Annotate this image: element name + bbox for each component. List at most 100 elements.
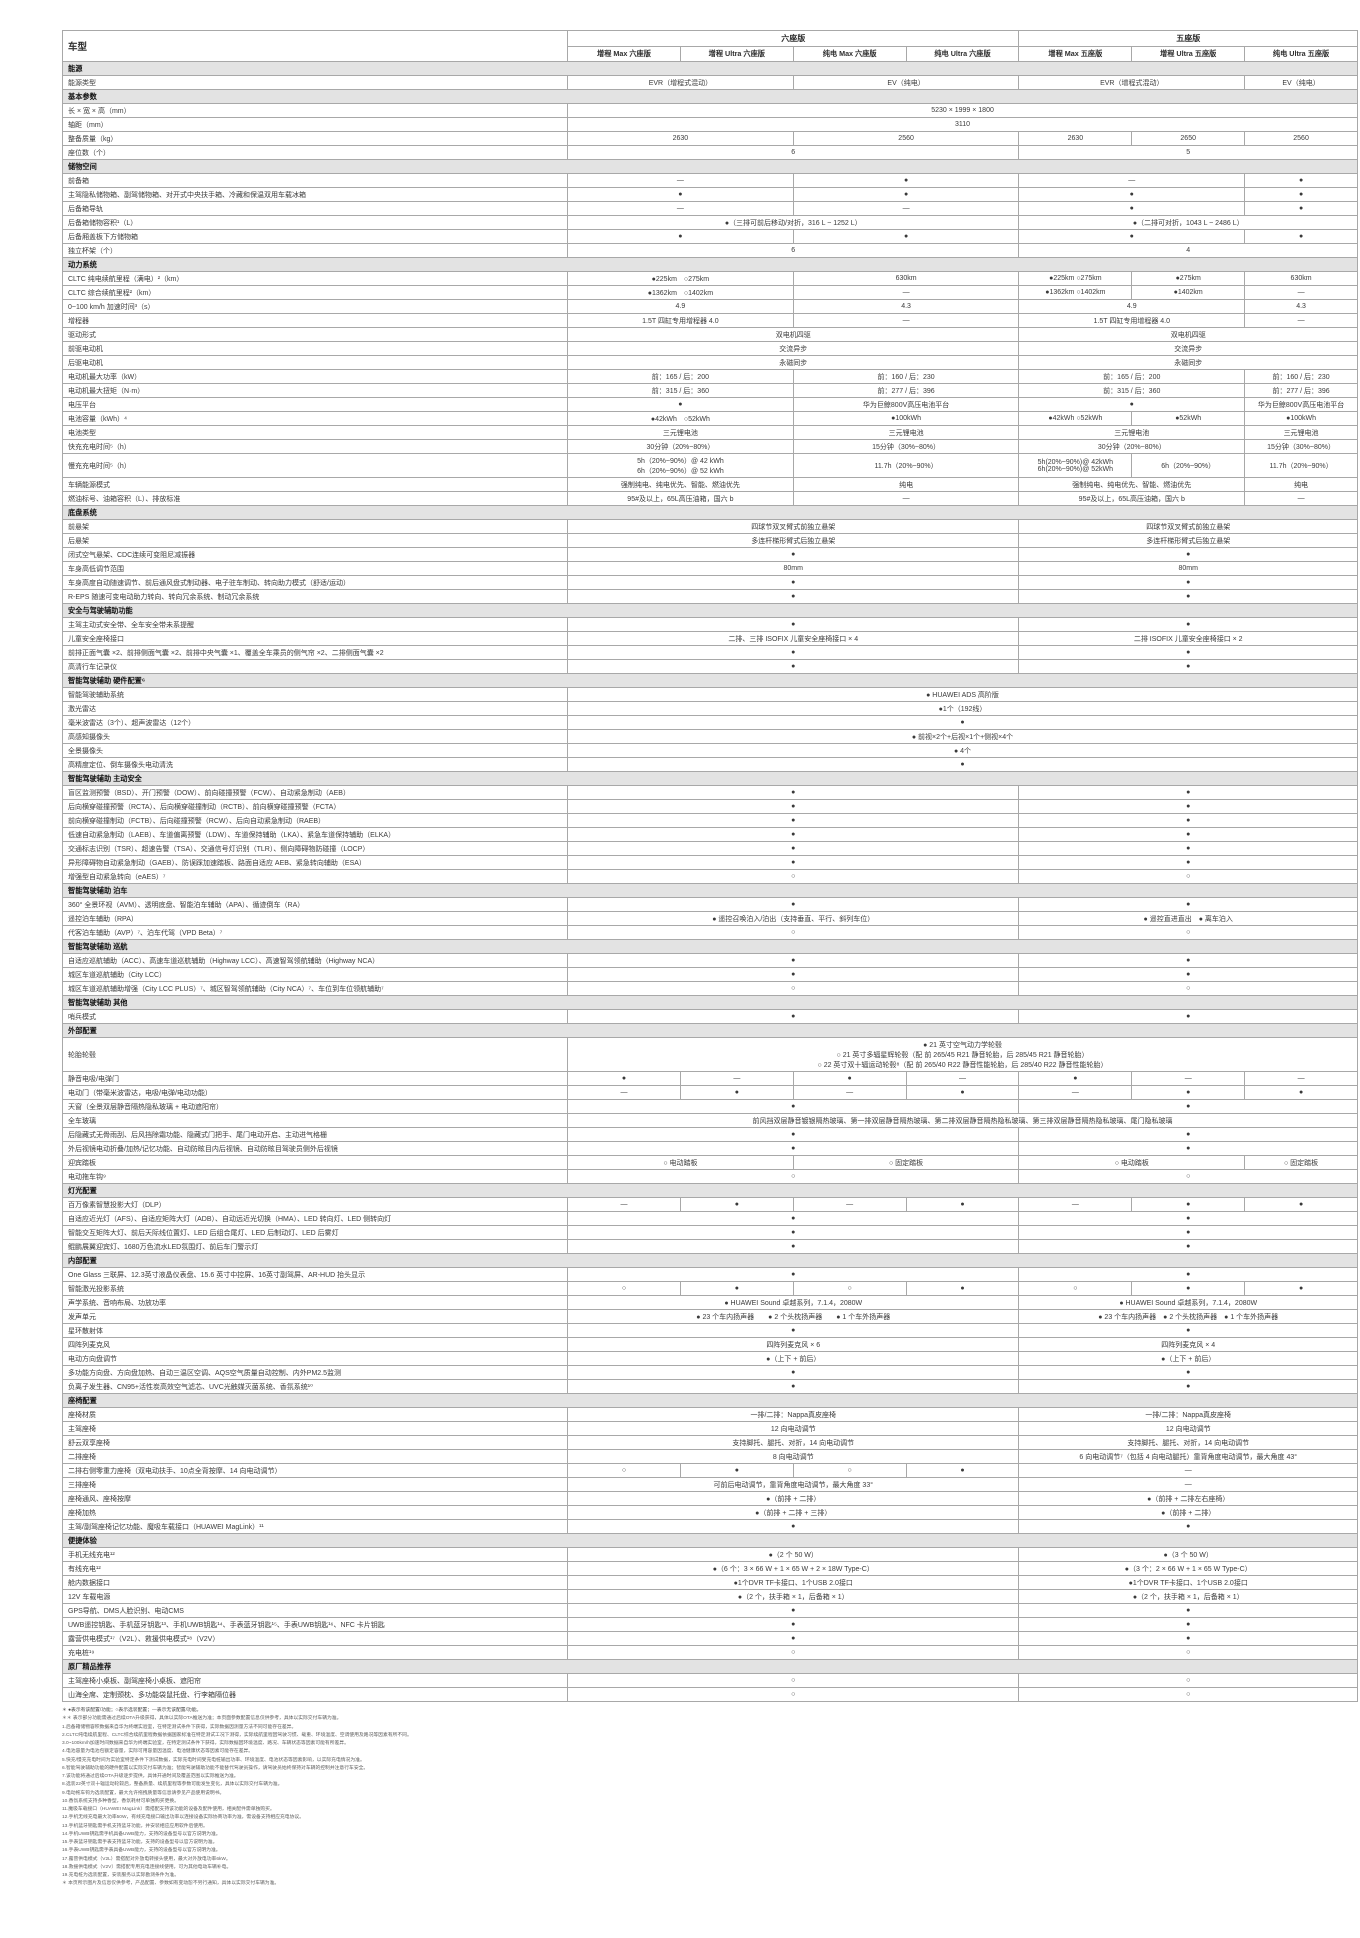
spec-cell: ●	[1018, 1141, 1358, 1156]
section-title: 座椅配置	[62, 1393, 1358, 1408]
spec-cell: ●	[1018, 645, 1358, 660]
row-label: 后备厢盖板下方储物箱	[61, 229, 569, 244]
spec-cell: ○	[567, 1463, 681, 1478]
table-row: 自适应近光灯（AFS）、自适应矩阵大灯（ADB）、自动远近光切换（HMA）、LE…	[61, 1211, 1358, 1226]
spec-cell: ●275km	[1131, 271, 1246, 286]
table-row: 高清行车记录仪 ● ●	[61, 659, 1358, 674]
spec-cell: ●	[567, 547, 1020, 562]
footnote-line: 2.CLTC纯电续航里程、CLTC综合续航里程数据依据国家标准在特定测试工况下测…	[62, 1732, 412, 1738]
spec-cell: 纯电	[1244, 477, 1358, 492]
table-row: 后隐藏式无骨雨刮、后风挡除霜功能、隐藏式门把手、尾门电动开启、主动进气格栅 ● ●	[61, 1127, 1358, 1142]
spec-cell: ●	[567, 1211, 1020, 1226]
corner-cell: 车型	[61, 30, 569, 62]
table-row: 电动机最大功率（kW） 前：165 / 后：200 前：160 / 后：230 前：1…	[61, 369, 1358, 384]
table-row: 电动拖车钩⁹ ○ ○	[61, 1169, 1358, 1184]
spec-cell: ●	[567, 1009, 1020, 1024]
spec-cell: ●	[1018, 1267, 1358, 1282]
spec-cell: ●	[567, 897, 1020, 912]
table-row: 电动机最大扭矩（N·m） 前：315 / 后：360 前：277 / 后：396 前：…	[61, 383, 1358, 398]
table-row: 毫米波雷达（3个）、超声波雷达（12个） ●	[61, 715, 1358, 730]
section-header: 智能驾驶辅助 其他	[62, 995, 1358, 1010]
table-row: 座椅加热 ●（前排 + 二排 + 三排） ●（前排 + 二排）	[61, 1505, 1358, 1520]
spec-cell: ●	[1244, 173, 1358, 188]
spec-cell: 强制纯电、纯电优先、智能、燃油优先	[1018, 477, 1246, 492]
table-row: 后悬架 多连杆梯形臂式后独立悬架 多连杆梯形臂式后独立悬架	[61, 533, 1358, 548]
spec-cell: ●	[1018, 1323, 1358, 1338]
row-label: 后向横穿碰撞预警（RCTA）、后向横穿碰撞制动（RCTB）、前向横穿碰撞预警（F…	[61, 799, 569, 814]
table-row: 露营供电模式¹⁷（V2L）、救援供电模式¹⁸（V2V） ● ●	[61, 1631, 1358, 1646]
row-label: 能源类型	[61, 75, 569, 90]
spec-cell: 4.9	[1018, 299, 1246, 314]
spec-cell: 二排、三排 ISOFIX 儿童安全座椅接口 × 4	[567, 631, 1020, 646]
row-label: 交通标志识别（TSR）、超速告警（TSA）、交通信号灯识别（TLR）、侧向障碍物…	[61, 841, 569, 856]
table-row: 整备质量（kg） 2630 2560 2630 2650 2560	[61, 131, 1358, 146]
row-label: 智能激光投影系统	[61, 1281, 569, 1296]
spec-cell: ●	[567, 953, 1020, 968]
spec-cell: ●	[1244, 201, 1358, 216]
table-row: 电动门（带毫米波雷达，电吸/电弹/电动功能） — ● — ● — ● ●	[61, 1085, 1358, 1100]
spec-cell: ●	[567, 659, 1020, 674]
section-header: 便捷体验	[62, 1533, 1358, 1548]
spec-cell: ○	[1018, 981, 1358, 996]
table-row: 二排座椅 8 向电动调节 6 向电动调节⁷（包括 4 向电动腿托）靠背角度电动调节，…	[61, 1449, 1358, 1464]
spec-cell: ●	[1018, 855, 1358, 870]
spec-cell: ● HUAWEI ADS 高阶版	[567, 687, 1358, 702]
spec-cell: ●42kWh ○52kWh	[1018, 411, 1133, 426]
spec-cell: ○	[1018, 869, 1358, 884]
spec-cell: ●	[567, 855, 1020, 870]
table-row: 主驾座椅小桌板、副驾座椅小桌板、遮阳帘 ○ ○	[61, 1673, 1358, 1688]
table-row: 智能激光投影系统 ○ ● ○ ● ○ ● ●	[61, 1281, 1358, 1296]
column-header-5: 增程 Ultra 五座版	[1131, 46, 1246, 62]
spec-cell: ●（三排可前后移动/对折，316 L ~ 1252 L）	[567, 215, 1020, 230]
spec-cell: ●	[1018, 1365, 1358, 1380]
row-label: 主驾座椅	[61, 1421, 569, 1436]
table-row: CLTC 纯电续航里程（满电）²（km） ●225km ○275km 630km ●2…	[61, 271, 1358, 286]
row-label: 智能交互矩阵大灯、前后天际线位置灯、LED 后组合尾灯、LED 后制动灯、LED…	[61, 1225, 569, 1240]
spec-cell: ● 23 个车内扬声器 ● 2 个头枕扬声器 ● 1 个车外扬声器	[567, 1309, 1020, 1324]
spec-cell: —	[679, 1071, 794, 1086]
table-row: 充电桩¹⁹ ○ ○	[61, 1645, 1358, 1660]
footnotes: ＊ ●表示有该配置/功能；○表示选装配置；—表示无该配置/功能。 ＊＊ 表示部分功…	[62, 1707, 1358, 1889]
row-label: 低速自动紧急制动（LAEB）、车道偏离预警（LDW）、车道保持辅助（LKA）、紧…	[61, 827, 569, 842]
spec-cell: ●	[567, 827, 1020, 842]
spec-cell: ●	[1018, 229, 1246, 244]
spec-cell: 11.7h（20%~90%）	[792, 453, 1020, 478]
table-row: 独立杯架（个） 6 4	[61, 243, 1358, 258]
spec-cell: —	[567, 1197, 681, 1212]
table-row: 舱内数据接口 ●1个DVR TF卡接口、1个USB 2.0接口 ●1个DVR TF卡…	[61, 1575, 1358, 1590]
spec-cell: EV（纯电）	[792, 75, 1020, 90]
row-label: 高精度定位、倒车摄像头电动清洗	[61, 757, 569, 772]
table-row: R-EPS 随速可变电动助力转向、转向冗余系统、制动冗余系统 ● ●	[61, 589, 1358, 604]
row-label: 儿童安全座椅接口	[61, 631, 569, 646]
section-title: 智能驾驶辅助 主动安全	[62, 771, 1358, 786]
spec-cell: ○	[1018, 1673, 1358, 1688]
table-row: 0~100 km/h 加速时间³（s） 4.9 4.3 4.9 4.3	[61, 299, 1358, 314]
spec-cell: ●	[1244, 1281, 1358, 1296]
spec-cell: ●	[679, 1463, 794, 1478]
spec-cell: ●1个DVR TF卡接口、1个USB 2.0接口	[1018, 1575, 1358, 1590]
table-row: 激光雷达 ●1个（192线）	[61, 701, 1358, 716]
spec-cell: ●	[1018, 897, 1358, 912]
spec-cell: ●42kWh ○52kWh	[567, 411, 794, 426]
row-label: 遥控泊车辅助（RPA）	[61, 911, 569, 926]
row-label: 百万像素智慧投影大灯（DLP）	[61, 1197, 569, 1212]
section-header: 内部配置	[62, 1253, 1358, 1268]
spec-cell: ●	[567, 1519, 1020, 1534]
row-label: R-EPS 随速可变电动助力转向、转向冗余系统、制动冗余系统	[61, 589, 569, 604]
spec-cell: ○ 电动踏板	[1018, 1155, 1246, 1170]
section-header: 座椅配置	[62, 1393, 1358, 1408]
spec-cell: —	[1131, 1071, 1246, 1086]
spec-cell: ●（3 个 50 W）	[1018, 1547, 1358, 1562]
spec-cell: ●	[905, 1463, 1020, 1478]
spec-cell: 11.7h（20%~90%）	[1244, 453, 1358, 478]
table-row: 发声单元 ● 23 个车内扬声器 ● 2 个头枕扬声器 ● 1 个车外扬声器 ● 2…	[61, 1309, 1358, 1324]
table-row: 高精度定位、倒车摄像头电动清洗 ●	[61, 757, 1358, 772]
row-label: 整备质量（kg）	[61, 131, 569, 146]
row-label: 盲区监测预警（BSD）、开门预警（DOW）、前向碰撞预警（FCW）、自动紧急制动…	[61, 785, 569, 800]
section-title: 安全与驾驶辅助功能	[62, 603, 1358, 618]
column-header-1: 增程 Ultra 六座版	[679, 46, 794, 62]
spec-cell: ○	[567, 1645, 1020, 1660]
spec-cell: —	[1018, 1477, 1358, 1492]
row-label: 车身高度自动随速调节、前后通风盘式制动器、电子驻车制动、转向助力模式（舒适/运动…	[61, 575, 569, 590]
spec-cell: ●100kWh	[1244, 411, 1358, 426]
